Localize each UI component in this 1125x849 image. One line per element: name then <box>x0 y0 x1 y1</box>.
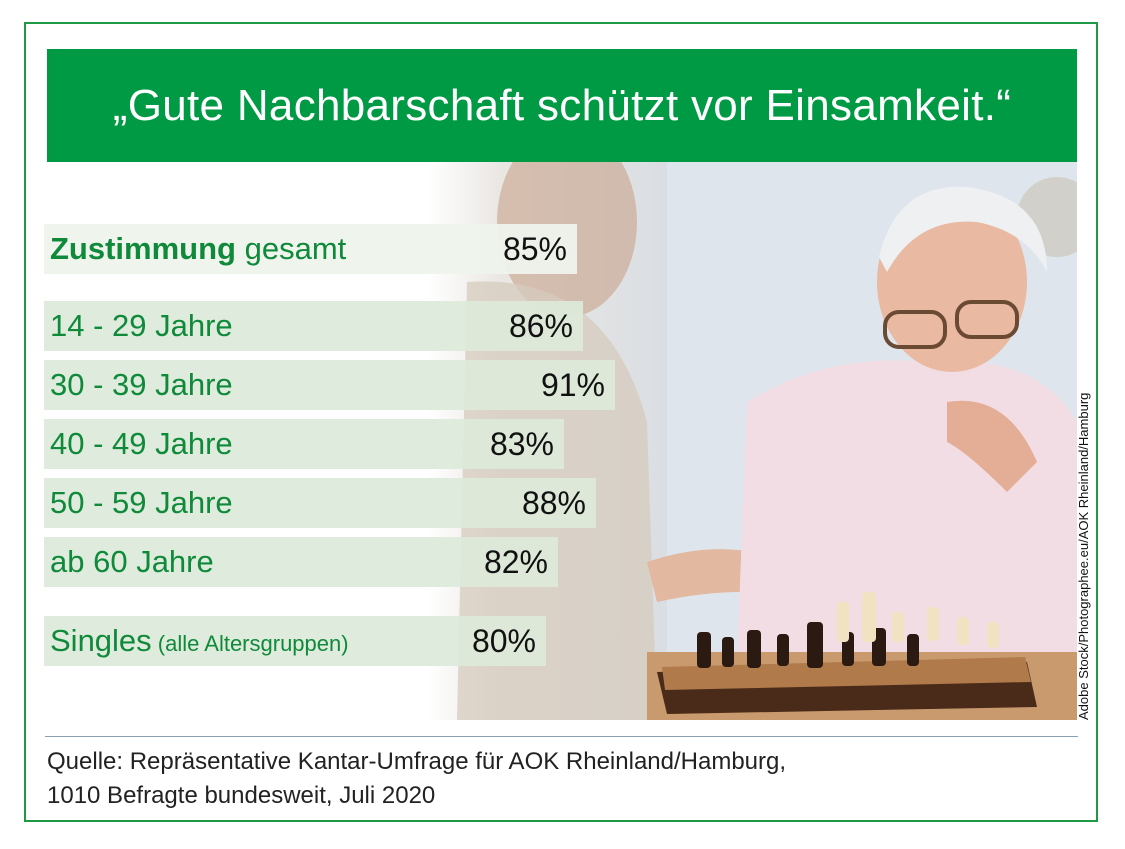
bar-1 <box>44 301 583 351</box>
category-label-2: 30 - 39 Jahre <box>50 360 233 410</box>
value-label-2: 91% <box>540 367 605 403</box>
category-label-0: Zustimmung gesamt <box>50 224 346 274</box>
bar-6 <box>44 616 546 666</box>
value-label-0: 85% <box>502 231 567 267</box>
photo-credit: Adobe Stock/Photographee.eu/AOK Rheinlan… <box>1076 392 1091 720</box>
category-label-3: 40 - 49 Jahre <box>50 419 233 469</box>
category-label-strong: Zustimmung <box>50 231 236 266</box>
category-label-text: ab 60 Jahre <box>50 544 214 579</box>
value-label-1: 86% <box>508 308 573 344</box>
bar-4 <box>44 478 596 528</box>
category-label-6: Singles (alle Altersgruppen) <box>50 616 349 666</box>
title-banner: „Gute Nachbarschaft schützt vor Einsamke… <box>47 49 1077 162</box>
value-label-6: 80% <box>471 623 536 659</box>
category-label-1: 14 - 29 Jahre <box>50 301 233 351</box>
source-note: Quelle: Repräsentative Kantar-Umfrage fü… <box>47 745 947 813</box>
category-label-text: 50 - 59 Jahre <box>50 485 233 520</box>
chart-title: „Gute Nachbarschaft schützt vor Einsamke… <box>112 80 1012 130</box>
source-line-1: Quelle: Repräsentative Kantar-Umfrage fü… <box>47 748 787 775</box>
category-label-text: 14 - 29 Jahre <box>50 308 233 343</box>
bar-3 <box>44 419 564 469</box>
value-label-5: 82% <box>483 544 548 580</box>
source-line-2: 1010 Befragte bundesweit, Juli 2020 <box>47 782 436 809</box>
value-label-3: 83% <box>489 426 554 462</box>
value-label-4: 88% <box>521 485 586 521</box>
bar-5 <box>44 537 558 587</box>
category-label-4: 50 - 59 Jahre <box>50 478 233 528</box>
category-label-text: 30 - 39 Jahre <box>50 367 233 402</box>
divider-line <box>45 736 1078 737</box>
category-label-text: 40 - 49 Jahre <box>50 426 233 461</box>
category-label-note: (alle Altersgruppen) <box>151 631 349 656</box>
category-label-text: gesamt <box>236 231 347 266</box>
category-label-5: ab 60 Jahre <box>50 537 214 587</box>
category-label-text: Singles <box>50 623 152 658</box>
bar-2 <box>44 360 615 410</box>
bar-0 <box>44 224 577 274</box>
